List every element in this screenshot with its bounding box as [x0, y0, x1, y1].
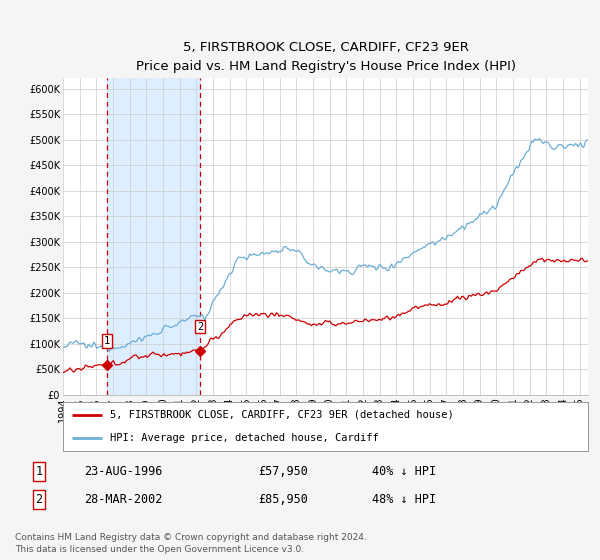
- Text: 2: 2: [197, 321, 203, 332]
- Text: £57,950: £57,950: [258, 465, 308, 478]
- Text: 48% ↓ HPI: 48% ↓ HPI: [372, 493, 436, 506]
- Text: 28-MAR-2002: 28-MAR-2002: [84, 493, 163, 506]
- Text: HPI: Average price, detached house, Cardiff: HPI: Average price, detached house, Card…: [110, 433, 379, 444]
- Text: 5, FIRSTBROOK CLOSE, CARDIFF, CF23 9ER (detached house): 5, FIRSTBROOK CLOSE, CARDIFF, CF23 9ER (…: [110, 410, 454, 420]
- Text: 40% ↓ HPI: 40% ↓ HPI: [372, 465, 436, 478]
- Text: £85,950: £85,950: [258, 493, 308, 506]
- Text: 2: 2: [35, 493, 43, 506]
- Bar: [107, 78, 200, 395]
- Text: 1: 1: [35, 465, 43, 478]
- Text: This data is licensed under the Open Government Licence v3.0.: This data is licensed under the Open Gov…: [15, 545, 304, 554]
- Text: 1: 1: [104, 336, 110, 346]
- Text: 23-AUG-1996: 23-AUG-1996: [84, 465, 163, 478]
- Text: Contains HM Land Registry data © Crown copyright and database right 2024.: Contains HM Land Registry data © Crown c…: [15, 533, 367, 542]
- Title: 5, FIRSTBROOK CLOSE, CARDIFF, CF23 9ER
Price paid vs. HM Land Registry's House P: 5, FIRSTBROOK CLOSE, CARDIFF, CF23 9ER P…: [136, 41, 515, 73]
